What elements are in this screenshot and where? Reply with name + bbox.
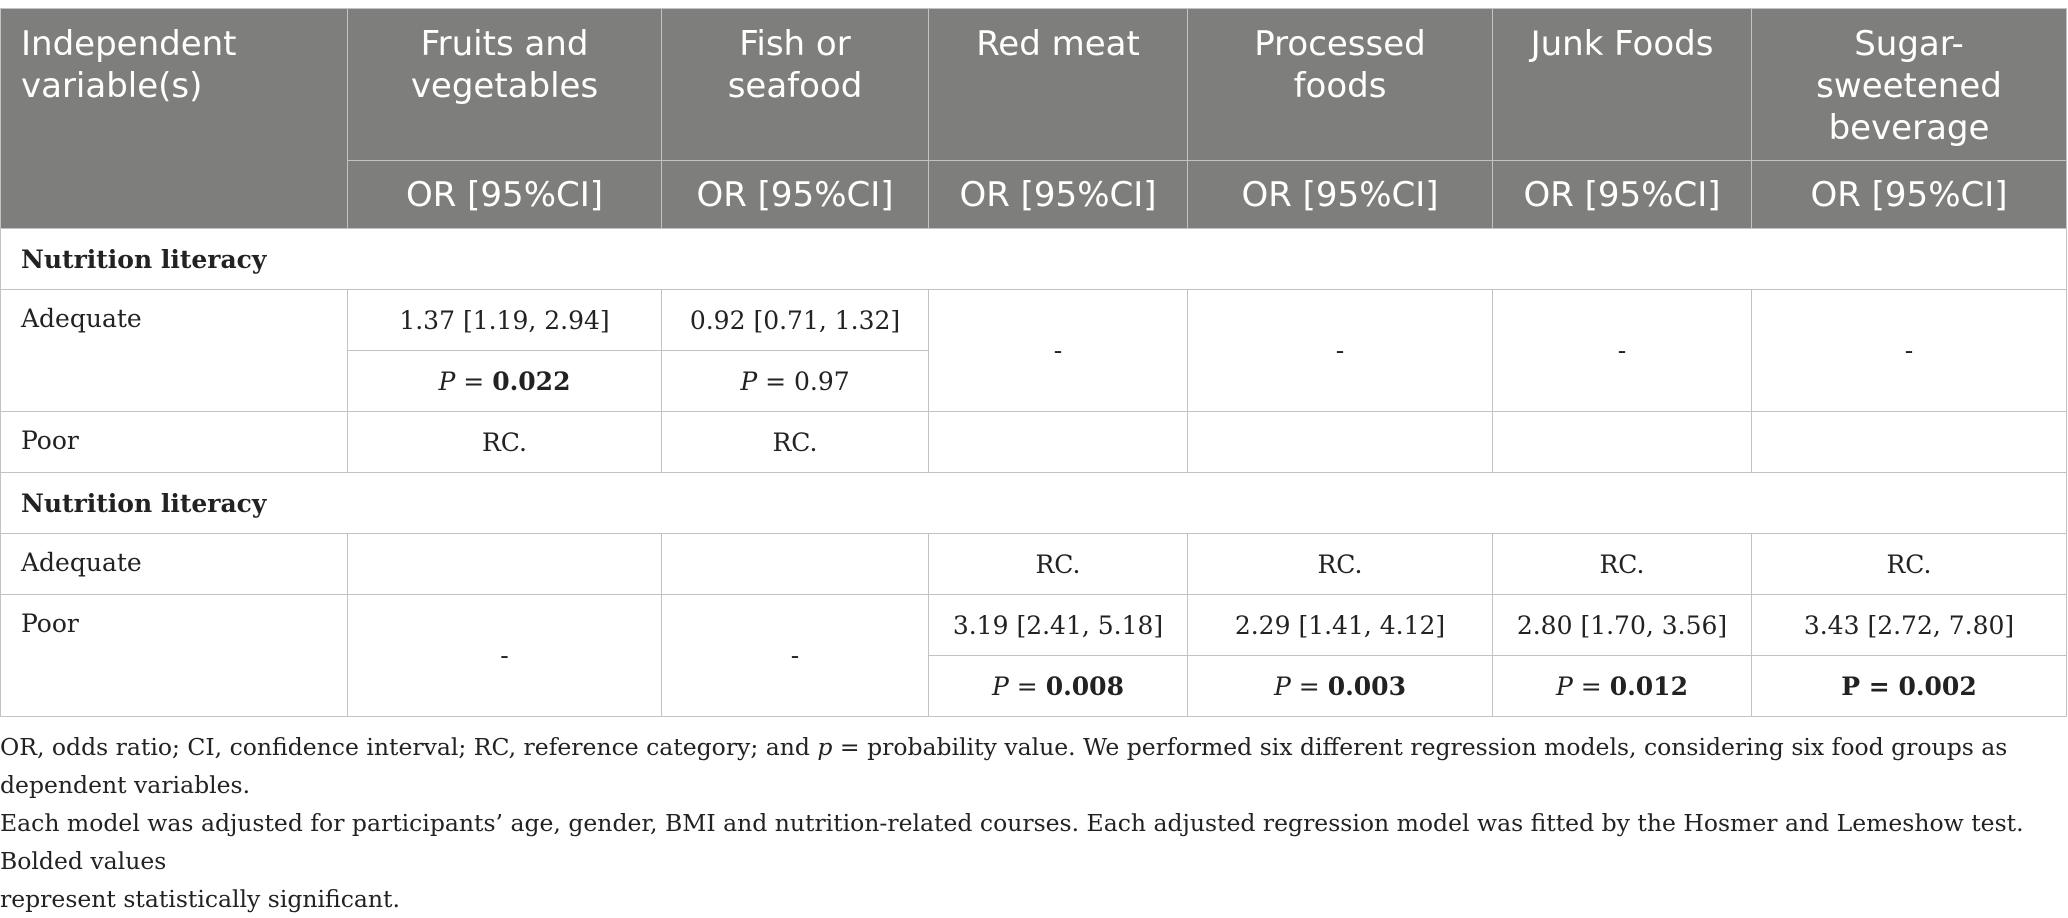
- or-value-cell: 0.92 [0.71, 1.32]: [661, 289, 929, 351]
- row-label-poor: Poor: [0, 411, 348, 473]
- dash-cell: -: [1751, 289, 2067, 412]
- p-value: 0.97: [794, 366, 850, 396]
- footnote-line: OR, odds ratio; CI, confidence interval;…: [0, 728, 2060, 804]
- p-symbol: P: [740, 366, 758, 396]
- table-row: Adequate 1.37 [1.19, 2.94] 0.92 [0.71, 1…: [0, 289, 2067, 412]
- or-ci-header: OR [95%CI]: [1751, 160, 2067, 229]
- p-equals: =: [1008, 671, 1046, 701]
- p-equals: =: [455, 366, 493, 396]
- header-red-meat: Red meat: [928, 8, 1188, 161]
- row-label-poor: Poor: [0, 594, 348, 717]
- p-value-cell: P = 0.022: [347, 350, 662, 412]
- p-equals: =: [1290, 671, 1328, 701]
- p-value-cell: P = 0.002: [1751, 655, 2067, 717]
- empty-cell: [347, 533, 662, 595]
- p-value-cell: P = 0.012: [1492, 655, 1752, 717]
- table-row: P = 0.022 P = 0.97: [1, 350, 2067, 412]
- p-symbol: P: [992, 671, 1009, 701]
- or-value-cell: 1.37 [1.19, 2.94]: [347, 289, 662, 351]
- footnote-text: = probability value. We performed six di…: [0, 733, 2008, 799]
- header-row: Independent variable(s) Fruits and veget…: [0, 8, 2067, 229]
- section-title-nutrition-literacy: Nutrition literacy: [0, 472, 2067, 534]
- dash-cell: -: [1187, 289, 1493, 412]
- or-ci-header: OR [95%CI]: [661, 160, 929, 229]
- p-equals: =: [1572, 671, 1610, 701]
- section-row: Nutrition literacy: [0, 228, 2067, 290]
- section-row: Nutrition literacy: [0, 472, 2067, 534]
- header-sugar-sweetened-beverage: Sugar-sweetened beverage: [1751, 8, 2067, 161]
- row-label-adequate: Adequate: [0, 533, 348, 595]
- header-fruits-vegetables: Fruits and vegetables: [347, 8, 662, 161]
- header-junk-foods: Junk Foods: [1492, 8, 1752, 161]
- empty-cell: [1492, 411, 1752, 473]
- row-label-adequate: Adequate: [0, 289, 348, 412]
- or-ci-header: OR [95%CI]: [1492, 160, 1752, 229]
- header-processed-foods: Processed foods: [1187, 8, 1493, 161]
- footnote-text: OR, odds ratio; CI, confidence interval;…: [0, 733, 818, 761]
- p-equals: =: [1860, 671, 1899, 701]
- p-value-significant: 0.022: [492, 366, 571, 396]
- table-row: Poor RC. RC.: [0, 411, 2067, 473]
- dash-cell: -: [661, 594, 929, 717]
- empty-cell: [1751, 411, 2067, 473]
- or-ci-header: OR [95%CI]: [347, 160, 662, 229]
- header-fish-seafood: Fish or seafood: [661, 8, 929, 161]
- p-symbol: P: [1841, 671, 1861, 701]
- footnote-p-symbol: p: [817, 733, 833, 761]
- regression-table: Independent variable(s) Fruits and veget…: [0, 8, 2067, 717]
- or-value-cell: 2.80 [1.70, 3.56]: [1492, 594, 1752, 656]
- reference-category-cell: RC.: [1492, 533, 1752, 595]
- p-value-cell: P = 0.008: [928, 655, 1188, 717]
- empty-cell: [928, 411, 1188, 473]
- p-equals: =: [757, 366, 794, 396]
- p-symbol: P: [438, 366, 456, 396]
- dash-cell: -: [1492, 289, 1752, 412]
- p-value-significant: 0.012: [1609, 671, 1688, 701]
- header-independent-variables: Independent variable(s): [0, 8, 348, 229]
- p-value-significant: 0.008: [1045, 671, 1124, 701]
- empty-cell: [661, 533, 929, 595]
- p-value-cell: P = 0.003: [1187, 655, 1493, 717]
- reference-category-cell: RC.: [347, 411, 662, 473]
- or-value-cell: 3.19 [2.41, 5.18]: [928, 594, 1188, 656]
- footnote-line: Each model was adjusted for participants…: [0, 809, 2024, 875]
- p-symbol: P: [1274, 671, 1291, 701]
- table-footnote: OR, odds ratio; CI, confidence interval;…: [0, 728, 2060, 918]
- reference-category-cell: RC.: [1751, 533, 2067, 595]
- table-row: Adequate RC. RC. RC. RC.: [0, 533, 2067, 595]
- header-or-row: OR [95%CI] OR [95%CI] OR [95%CI] OR [95%…: [1, 160, 2067, 229]
- table-row: Poor - - 3.19 [2.41, 5.18] 2.29 [1.41, 4…: [0, 594, 2067, 717]
- empty-cell: [1187, 411, 1493, 473]
- or-ci-header: OR [95%CI]: [1187, 160, 1493, 229]
- table-row: P = 0.008 P = 0.003 P = 0.012 P = 0.002: [1, 655, 2067, 717]
- footnote-line: represent statistically significant.: [0, 885, 400, 913]
- reference-category-cell: RC.: [1187, 533, 1493, 595]
- reference-category-cell: RC.: [661, 411, 929, 473]
- dash-cell: -: [347, 594, 662, 717]
- or-value-cell: 3.43 [2.72, 7.80]: [1751, 594, 2067, 656]
- dash-cell: -: [928, 289, 1188, 412]
- p-value-cell: P = 0.97: [661, 350, 929, 412]
- p-value-significant: 0.002: [1898, 671, 1977, 701]
- or-ci-header: OR [95%CI]: [928, 160, 1188, 229]
- reference-category-cell: RC.: [928, 533, 1188, 595]
- or-value-cell: 2.29 [1.41, 4.12]: [1187, 594, 1493, 656]
- p-value-significant: 0.003: [1327, 671, 1406, 701]
- p-symbol: P: [1556, 671, 1573, 701]
- section-title-nutrition-literacy: Nutrition literacy: [0, 228, 2067, 290]
